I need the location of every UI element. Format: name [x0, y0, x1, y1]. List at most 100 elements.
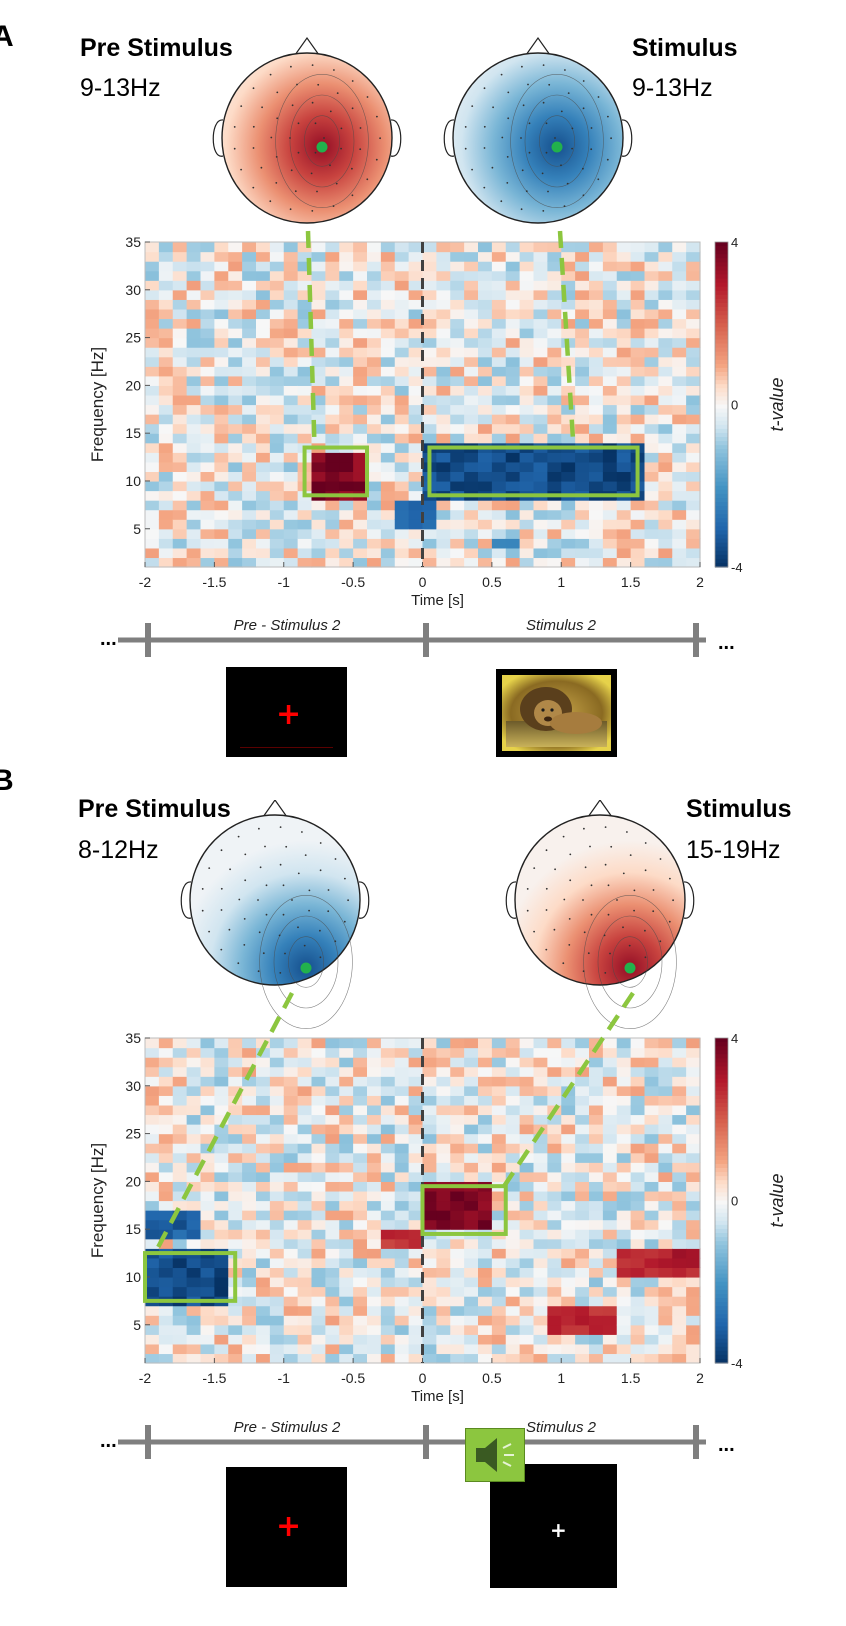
colorbar-step: [715, 408, 728, 414]
heatmap-cell: [547, 1305, 562, 1316]
colorbar-step: [715, 1200, 728, 1206]
heatmap-cell: [478, 270, 493, 281]
heatmap-cell: [686, 251, 701, 262]
heatmap-cell: [158, 1324, 174, 1335]
heatmap-cell: [630, 1276, 646, 1288]
x-tick-label: -1: [278, 574, 291, 590]
heatmap-cell: [283, 547, 299, 559]
heatmap-cell: [478, 471, 493, 482]
heatmap-cell: [589, 528, 604, 539]
heatmap-cell: [644, 366, 659, 377]
y-tick-label: 10: [125, 1269, 141, 1285]
heatmap-cell: [214, 394, 229, 406]
heatmap-cell: [339, 1085, 354, 1096]
heatmap-cell: [214, 280, 229, 291]
heatmap-cell: [367, 1066, 382, 1077]
heatmap-cell: [158, 394, 174, 406]
heatmap-cell: [145, 394, 160, 406]
heatmap-cell: [339, 385, 354, 396]
electrode: [276, 117, 279, 120]
heatmap-cell: [269, 366, 285, 377]
heatmap-cell: [422, 299, 437, 310]
heatmap-cell: [519, 1257, 535, 1269]
heatmap-cell: [242, 1133, 257, 1144]
highlighted-electrode: [551, 141, 563, 153]
heatmap-cell: [491, 1057, 507, 1068]
heatmap-cell: [464, 328, 479, 339]
heatmap-cell: [353, 1315, 368, 1326]
heatmap-cell: [686, 242, 701, 253]
heatmap-cell: [367, 1162, 382, 1173]
heatmap-cell: [200, 1305, 215, 1316]
heatmap-cell: [491, 1162, 507, 1173]
heatmap-cell: [200, 270, 215, 281]
heatmap-cell: [158, 480, 174, 492]
heatmap-cell: [214, 433, 229, 444]
heatmap-cell: [519, 1143, 535, 1154]
heatmap-cell: [491, 1267, 507, 1278]
heatmap-cell: [186, 557, 202, 568]
heatmap-cell: [491, 1315, 507, 1326]
heatmap-cell: [380, 519, 396, 530]
heatmap-cell: [186, 280, 202, 291]
heatmap-cell: [478, 404, 493, 415]
heatmap-cell: [269, 1190, 285, 1202]
heatmap-cell: [380, 1057, 396, 1068]
heatmap-cell: [630, 500, 646, 511]
heatmap-cell: [311, 538, 326, 549]
heatmap-cell: [380, 500, 396, 511]
colorbar-step: [715, 351, 728, 357]
heatmap-cell: [228, 318, 243, 329]
heatmap-cell: [616, 242, 632, 253]
heatmap-cell: [311, 308, 326, 320]
heatmap-cell: [505, 1162, 521, 1173]
heatmap-cell: [256, 547, 271, 559]
heatmap-cell: [589, 1057, 604, 1068]
electrode: [607, 115, 609, 118]
heatmap-cell: [283, 1114, 299, 1125]
heatmap-cell: [256, 1238, 271, 1249]
heatmap-cell: [339, 299, 354, 310]
heatmap-cell: [214, 1353, 229, 1364]
heatmap-cell: [491, 1190, 507, 1202]
heatmap-cell: [630, 1085, 646, 1096]
heatmap-cell: [686, 394, 701, 406]
heatmap-cell: [380, 547, 396, 559]
heatmap-cell: [450, 414, 465, 425]
electrode: [294, 190, 297, 193]
heatmap-cell: [575, 1276, 590, 1288]
heatmap-cell: [589, 538, 604, 549]
head-ear-left: [505, 881, 517, 919]
heatmap-cell: [339, 328, 354, 339]
x-tick-label: 0: [419, 574, 427, 590]
heatmap-cell: [172, 1152, 188, 1163]
heatmap-cell: [616, 1190, 632, 1202]
heatmap-cell: [589, 1219, 604, 1230]
heatmap-cell: [325, 557, 340, 568]
heatmap-cell: [353, 414, 368, 425]
colorbar-step: [715, 1354, 728, 1360]
colorbar-step: [715, 485, 728, 491]
x-tick-label: -0.5: [341, 1370, 365, 1386]
heatmap-cell: [672, 1114, 687, 1125]
colorbar-step: [715, 392, 728, 397]
heatmap-cell: [630, 1334, 646, 1345]
heatmap-cell: [616, 299, 632, 310]
heatmap-cell: [145, 1238, 160, 1249]
heatmap-cell: [311, 471, 326, 482]
colorbar-step: [715, 1249, 728, 1254]
heatmap-cell: [353, 471, 368, 482]
heatmap-cell: [519, 433, 535, 444]
heatmap-cell: [491, 308, 507, 320]
heatmap-cell: [242, 1124, 257, 1135]
heatmap-cell: [394, 1267, 410, 1278]
colorbar-step: [715, 1123, 728, 1128]
heatmap-cell: [311, 423, 326, 434]
heatmap-cell: [575, 375, 590, 386]
heatmap-cell: [367, 337, 382, 348]
electrode: [244, 853, 247, 856]
heatmap-cell: [269, 461, 285, 473]
heatmap-cell: [464, 1095, 479, 1106]
heatmap-cell: [450, 1324, 465, 1335]
heatmap-cell: [672, 471, 687, 482]
